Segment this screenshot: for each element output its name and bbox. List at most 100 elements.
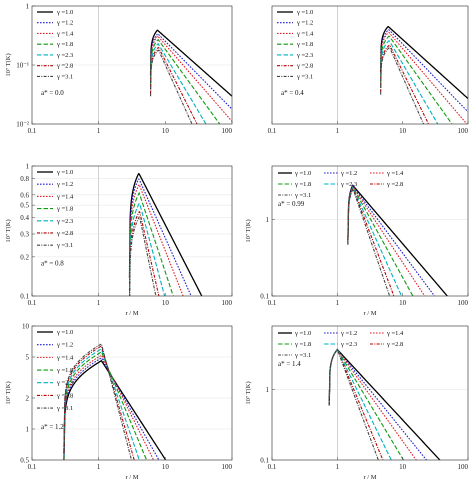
x-axis-label: r / M [126, 310, 139, 317]
series-line-5 [380, 40, 439, 124]
legend: γ =1.0 γ =1.2 γ =1.4 γ =1.8 γ =2.3 γ =2.8 γ =3… [37, 9, 74, 80]
y-axis-label: 10⁷ T(K) [5, 219, 12, 242]
plot-frame [31, 325, 233, 461]
x-tick-label: 0.1 [268, 127, 277, 135]
x-tick-label: 100 [222, 463, 233, 471]
legend-label: γ =2.8 [296, 63, 313, 70]
legend-label: γ =1.8 [56, 41, 73, 48]
legend-label: γ =1.2 [56, 181, 73, 188]
legend: γ =1.0 γ =1.2 γ =1.4 γ =1.8 γ =2.3 γ =2.8 γ =3… [278, 170, 404, 199]
y-axis-label: 10⁷ T(K) [245, 219, 252, 242]
series-line-4 [380, 35, 453, 124]
series-group [380, 25, 468, 124]
series-line-7 [380, 46, 425, 124]
legend-label: γ =1.2 [340, 330, 357, 337]
series-line-3 [380, 31, 468, 124]
legend-label: γ =1.4 [56, 193, 74, 200]
y-axis-label: 10⁷ T(K) [5, 381, 12, 404]
panel-3: 0.1 1 10 100 0.1 0.2 0.3 0.4 0.5 0.6 0.8 1 10⁷ T(K) r… [5, 163, 233, 318]
x-tick-label: 1 [97, 127, 101, 135]
legend-label: γ =3.1 [294, 192, 311, 199]
x-tick-label: 10 [162, 463, 170, 471]
x-tick-label: 1 [336, 127, 340, 135]
legend-label: γ =1.2 [56, 20, 73, 27]
y-tick-label: 1 [266, 386, 270, 394]
y-tick-label: 0.1 [260, 457, 269, 465]
series-group [149, 29, 232, 124]
y-tick-label: 1 [26, 163, 30, 171]
series-line-2 [150, 32, 232, 110]
series-line-7 [328, 348, 379, 460]
y-tick-label: 0.1 [260, 293, 269, 301]
spin-annotation: a* = 0.0 [41, 89, 64, 97]
plot-frame [271, 165, 469, 297]
y-tick-label: 0.6 [20, 191, 29, 199]
x-tick-label: 100 [458, 127, 469, 135]
y-tick-label: 10⁻² [16, 121, 29, 129]
series-line-1 [347, 184, 449, 296]
legend-label: γ =2.3 [340, 181, 357, 188]
legend: γ =1.0 γ =1.2 γ =1.4 γ =1.8 γ =2.3 γ =2.8 γ =3… [277, 9, 314, 80]
x-axis-label: r / M [364, 474, 377, 481]
legend-label: γ =2.3 [56, 380, 73, 387]
plot-frame [271, 325, 469, 461]
legend-label: γ =3.1 [56, 242, 73, 249]
x-tick-label: 0.1 [28, 127, 37, 135]
series-line-2 [128, 178, 192, 296]
legend-label: γ =3.1 [296, 73, 313, 80]
legend-label: γ =1.8 [56, 367, 73, 374]
legend-label: γ =2.3 [296, 52, 313, 59]
x-tick-label: 10 [162, 127, 170, 135]
series-line-7 [63, 343, 133, 460]
series-group [347, 184, 449, 296]
series-line-2 [380, 29, 468, 113]
y-axis-label: 10⁷ T(K) [5, 53, 12, 76]
legend: γ =1.0 γ =1.2 γ =1.4 γ =1.8 γ =2.3 γ =2.8 γ =3… [278, 330, 404, 359]
series-line-5 [347, 186, 403, 296]
series-line-7 [347, 188, 391, 296]
legend-label: γ =3.1 [56, 73, 73, 80]
legend-label: γ =1.0 [56, 329, 73, 336]
legend-label: γ =2.3 [56, 218, 73, 225]
legend-label: γ =1.8 [56, 206, 73, 213]
legend-label: γ =1.8 [294, 341, 311, 348]
x-tick-label: 10 [399, 127, 407, 135]
series-line-4 [150, 38, 221, 124]
series-line-4 [63, 351, 148, 460]
series-line-3 [328, 348, 417, 460]
spin-annotation: a* = 1.2 [41, 423, 64, 431]
legend-label: γ =1.0 [296, 9, 313, 16]
series-line-3 [63, 354, 155, 460]
series-line-2 [347, 185, 436, 296]
x-tick-label: 100 [222, 127, 233, 135]
spin-annotation: a* = 0.4 [281, 89, 304, 97]
y-axis-label: 10⁷ T(K) [245, 381, 252, 404]
series-line-6 [347, 187, 395, 296]
series-group [128, 172, 203, 296]
legend-label: γ =2.8 [56, 392, 73, 399]
series-group [63, 343, 167, 460]
series-line-4 [347, 186, 414, 296]
series-line-4 [128, 191, 174, 296]
x-tick-label: 0.1 [28, 463, 37, 471]
y-tick-label: 10 [22, 323, 30, 331]
y-tick-label: 1 [26, 3, 30, 11]
y-tick-label: 1 [26, 425, 30, 433]
legend: γ =1.0 γ =1.2 γ =1.4 γ =1.8 γ =2.3 γ =2.8 γ =3… [37, 329, 74, 412]
x-tick-label: 10 [399, 299, 407, 307]
series-line-3 [150, 35, 232, 122]
legend: γ =1.0 γ =1.2 γ =1.4 γ =1.8 γ =2.3 γ =2.8 γ =3… [37, 169, 74, 249]
legend-label: γ =3.1 [56, 405, 73, 412]
y-tick-label: 0.5 [20, 202, 29, 210]
legend-label: γ =1.4 [386, 330, 404, 337]
series-line-5 [63, 348, 140, 460]
legend-label: γ =2.8 [56, 63, 73, 70]
spin-annotation: a* = 1.4 [278, 360, 301, 368]
y-tick-label: 10⁻¹ [16, 62, 29, 70]
legend-label: γ =2.8 [386, 341, 403, 348]
